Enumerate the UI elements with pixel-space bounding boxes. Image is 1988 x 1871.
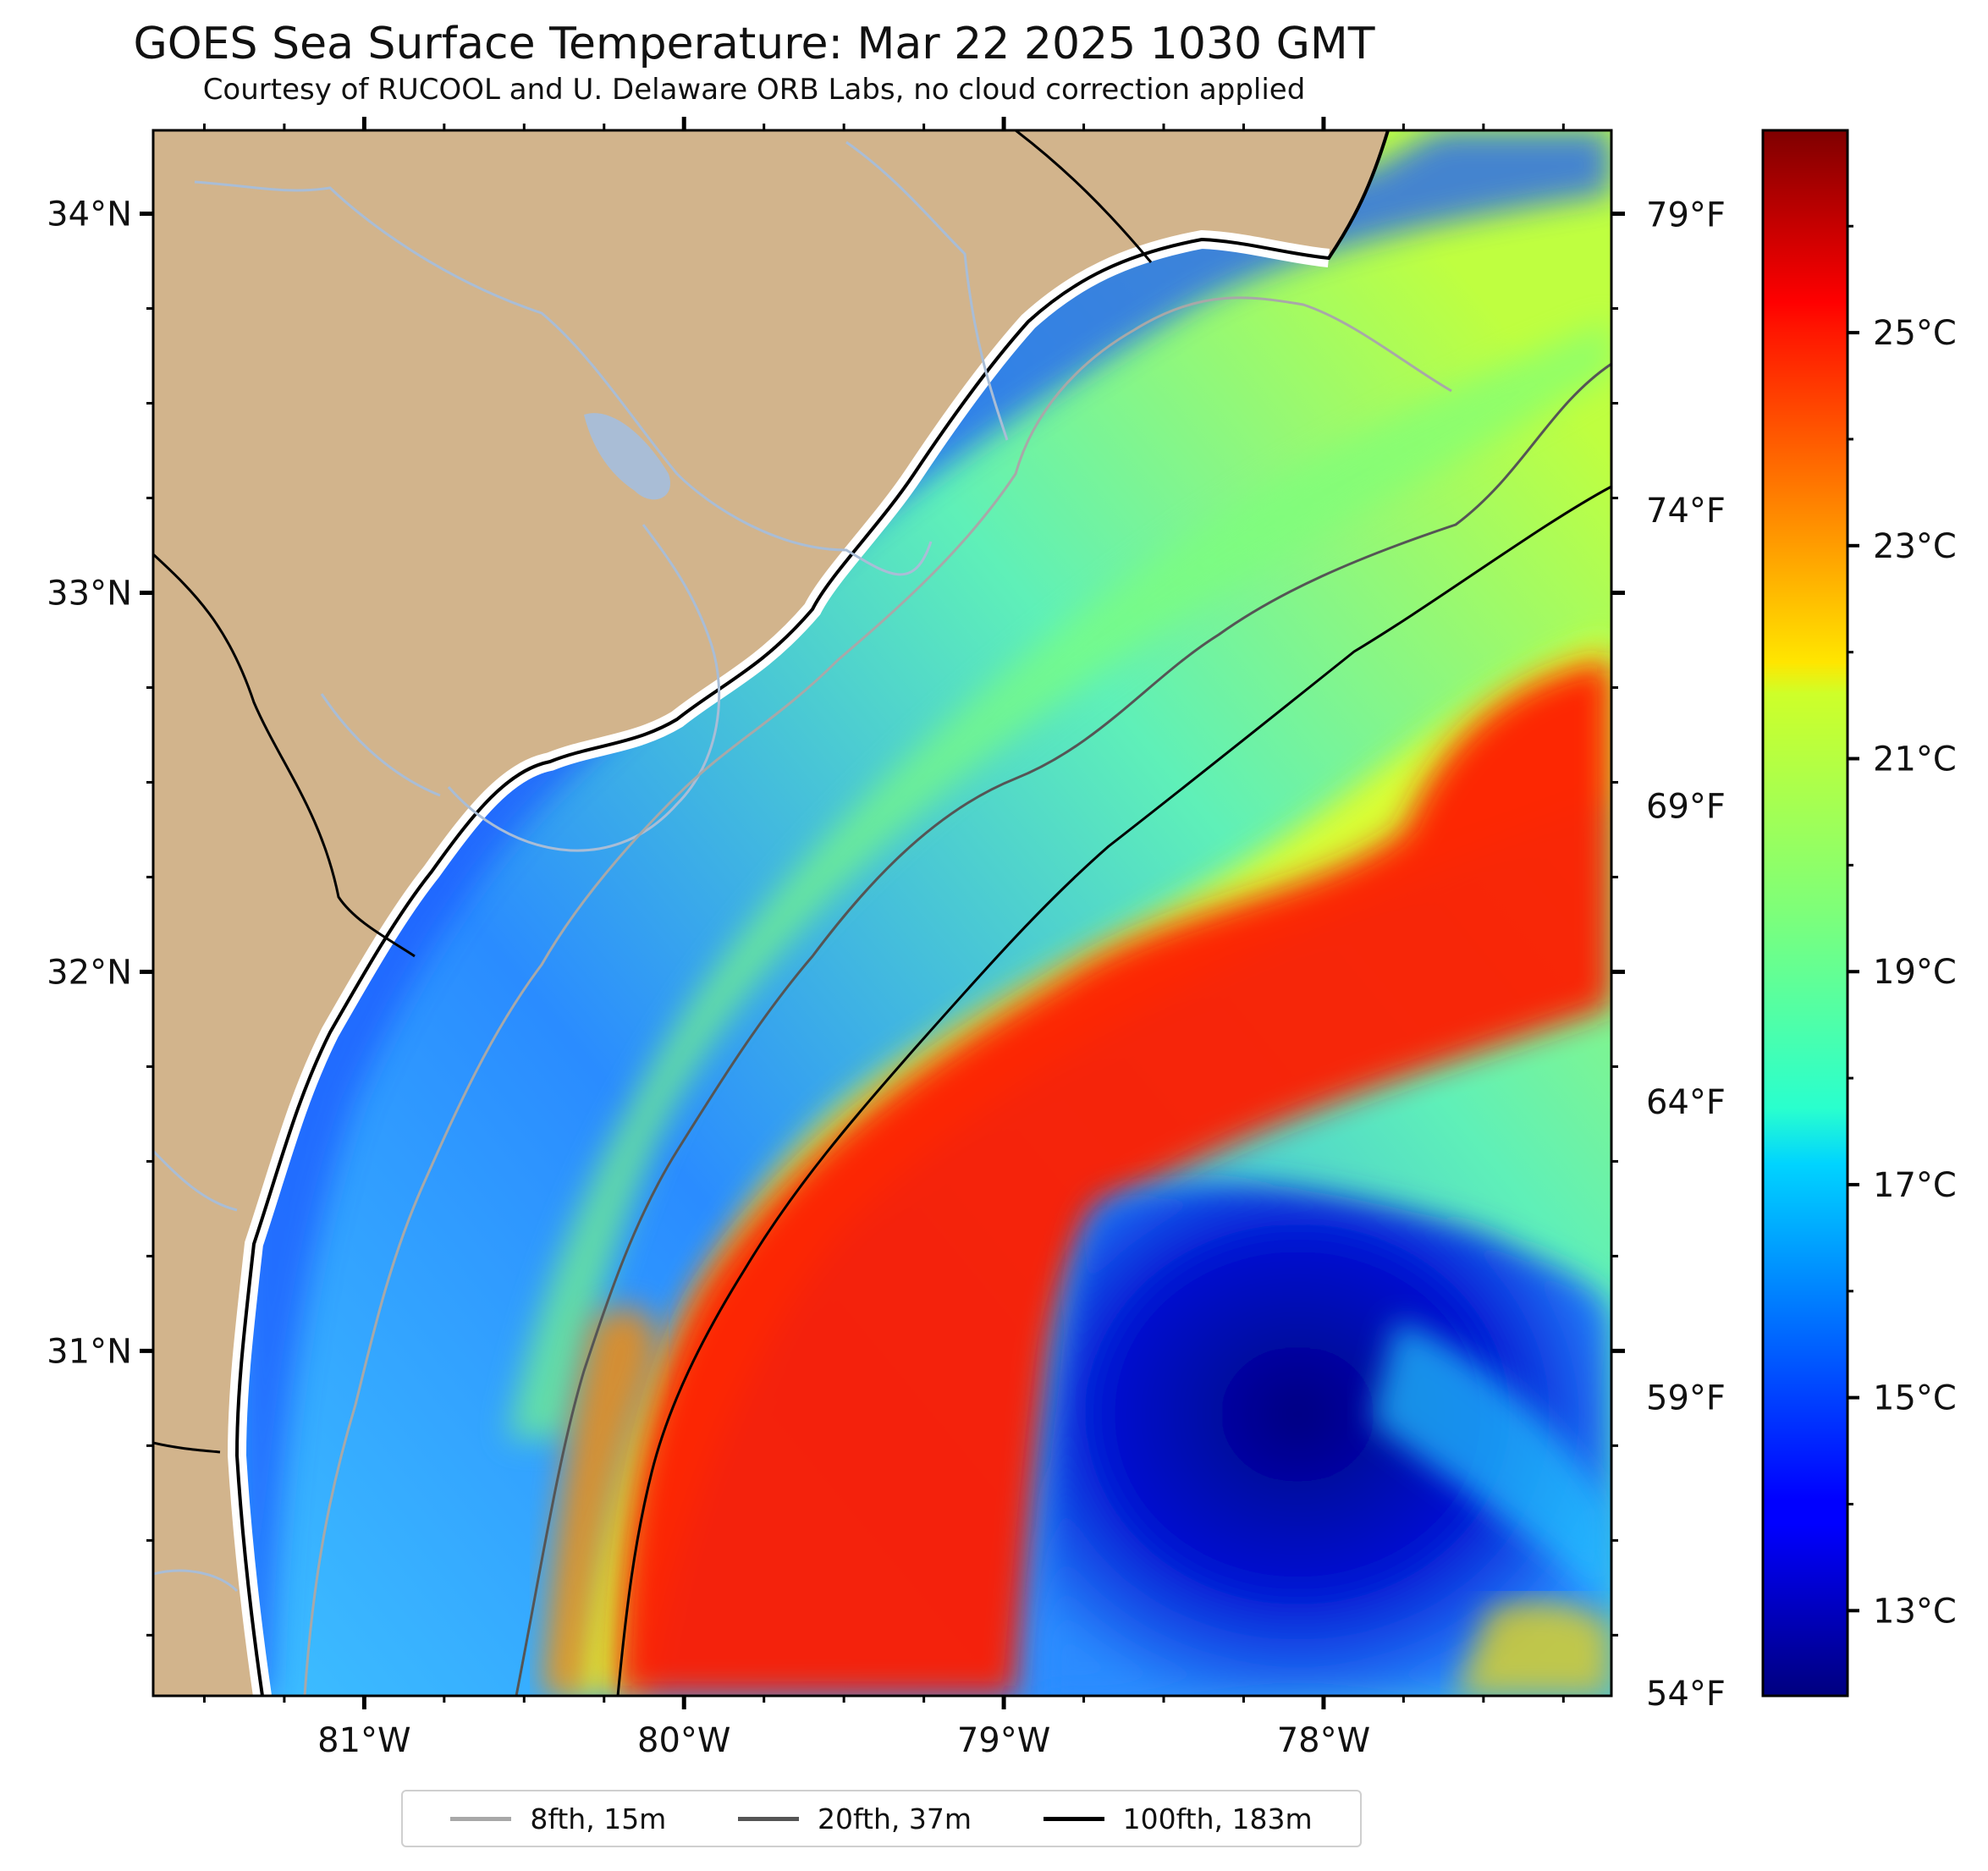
- colorbar-tick-label: 15°C: [1873, 1379, 1957, 1418]
- isobath-20fth: [515, 362, 1611, 1696]
- legend-item-20fth: 20fth, 37m: [738, 1802, 972, 1835]
- cold-eddy: [1041, 1184, 1611, 1696]
- gulf-stream-core: [618, 660, 1611, 1696]
- longitude-axis: 81°W 80°W 79°W 78°W: [202, 117, 1565, 1760]
- state-borders: [153, 130, 1153, 1454]
- fahrenheit-tick-label: 69°F: [1646, 787, 1726, 826]
- coastline: [234, 130, 1390, 1696]
- isobath-8fth: [303, 296, 1452, 1696]
- legend-label-20fth: 20fth, 37m: [818, 1802, 972, 1835]
- latitude-axis: 34°N 33°N 32°N 31°N: [47, 195, 1625, 1637]
- colorbar-frame: [1761, 129, 1849, 1698]
- legend-label-8fth: 8fth, 15m: [530, 1802, 667, 1835]
- lon-tick-label: 78°W: [1277, 1721, 1370, 1760]
- isobath-legend: 8fth, 15m 20fth, 37m 100fth, 183m: [401, 1790, 1362, 1847]
- lat-tick-label: 32°N: [47, 953, 132, 992]
- chart-title: GOES Sea Surface Temperature: Mar 22 202…: [133, 19, 1375, 69]
- colorbar-tick-label: 23°C: [1873, 527, 1957, 566]
- legend-swatch-100fth: [1043, 1816, 1104, 1821]
- warm-shelf-edge: [542, 1307, 658, 1696]
- colorbar: [1763, 130, 1848, 1696]
- colorbar-tick-label: 25°C: [1873, 314, 1957, 353]
- lon-tick-label: 80°W: [637, 1721, 730, 1760]
- colorbar-tick-label: 19°C: [1873, 953, 1957, 992]
- colorbar-tick-label: 13°C: [1873, 1592, 1957, 1631]
- map-plot-area: [153, 130, 1611, 1696]
- eddy-cool-streak: [1371, 1320, 1611, 1608]
- lake: [584, 413, 670, 500]
- mid-shelf-band: [508, 322, 1611, 1439]
- isobath-100fth: [616, 485, 1611, 1696]
- legend-swatch-20fth: [738, 1816, 799, 1821]
- rivers: [153, 140, 1009, 1593]
- lat-tick-label: 34°N: [47, 195, 132, 234]
- fahrenheit-tick-label: 59°F: [1646, 1379, 1726, 1418]
- eddy-warm-patch: [1456, 1600, 1611, 1696]
- lat-tick-label: 33°N: [47, 574, 132, 613]
- legend-item-100fth: 100fth, 183m: [1043, 1802, 1313, 1835]
- chart-subtitle: Courtesy of RUCOOL and U. Delaware ORB L…: [202, 73, 1306, 107]
- legend-item-8fth: 8fth, 15m: [450, 1802, 666, 1835]
- fahrenheit-tick-label: 74°F: [1646, 492, 1726, 531]
- fahrenheit-tick-label: 54°F: [1646, 1675, 1726, 1714]
- lat-tick-label: 31°N: [47, 1332, 132, 1371]
- colorbar-axis: 13°C 15°C 17°C 19°C 21°C 23°C 25°C: [1848, 224, 1957, 1631]
- land-mass: [153, 130, 1388, 1696]
- map-frame: [151, 129, 1613, 1698]
- colorbar-tick-label: 21°C: [1873, 740, 1957, 779]
- colorbar-tick-label: 17°C: [1873, 1166, 1957, 1205]
- legend-swatch-8fth: [450, 1816, 512, 1821]
- fahrenheit-axis: 79°F 74°F 69°F 64°F 59°F 54°F: [1646, 195, 1726, 1714]
- fahrenheit-tick-label: 64°F: [1646, 1083, 1726, 1122]
- legend-label-100fth: 100fth, 183m: [1122, 1802, 1313, 1835]
- lon-tick-label: 81°W: [317, 1721, 410, 1760]
- fahrenheit-tick-label: 79°F: [1646, 195, 1726, 234]
- lon-tick-label: 79°W: [957, 1721, 1050, 1760]
